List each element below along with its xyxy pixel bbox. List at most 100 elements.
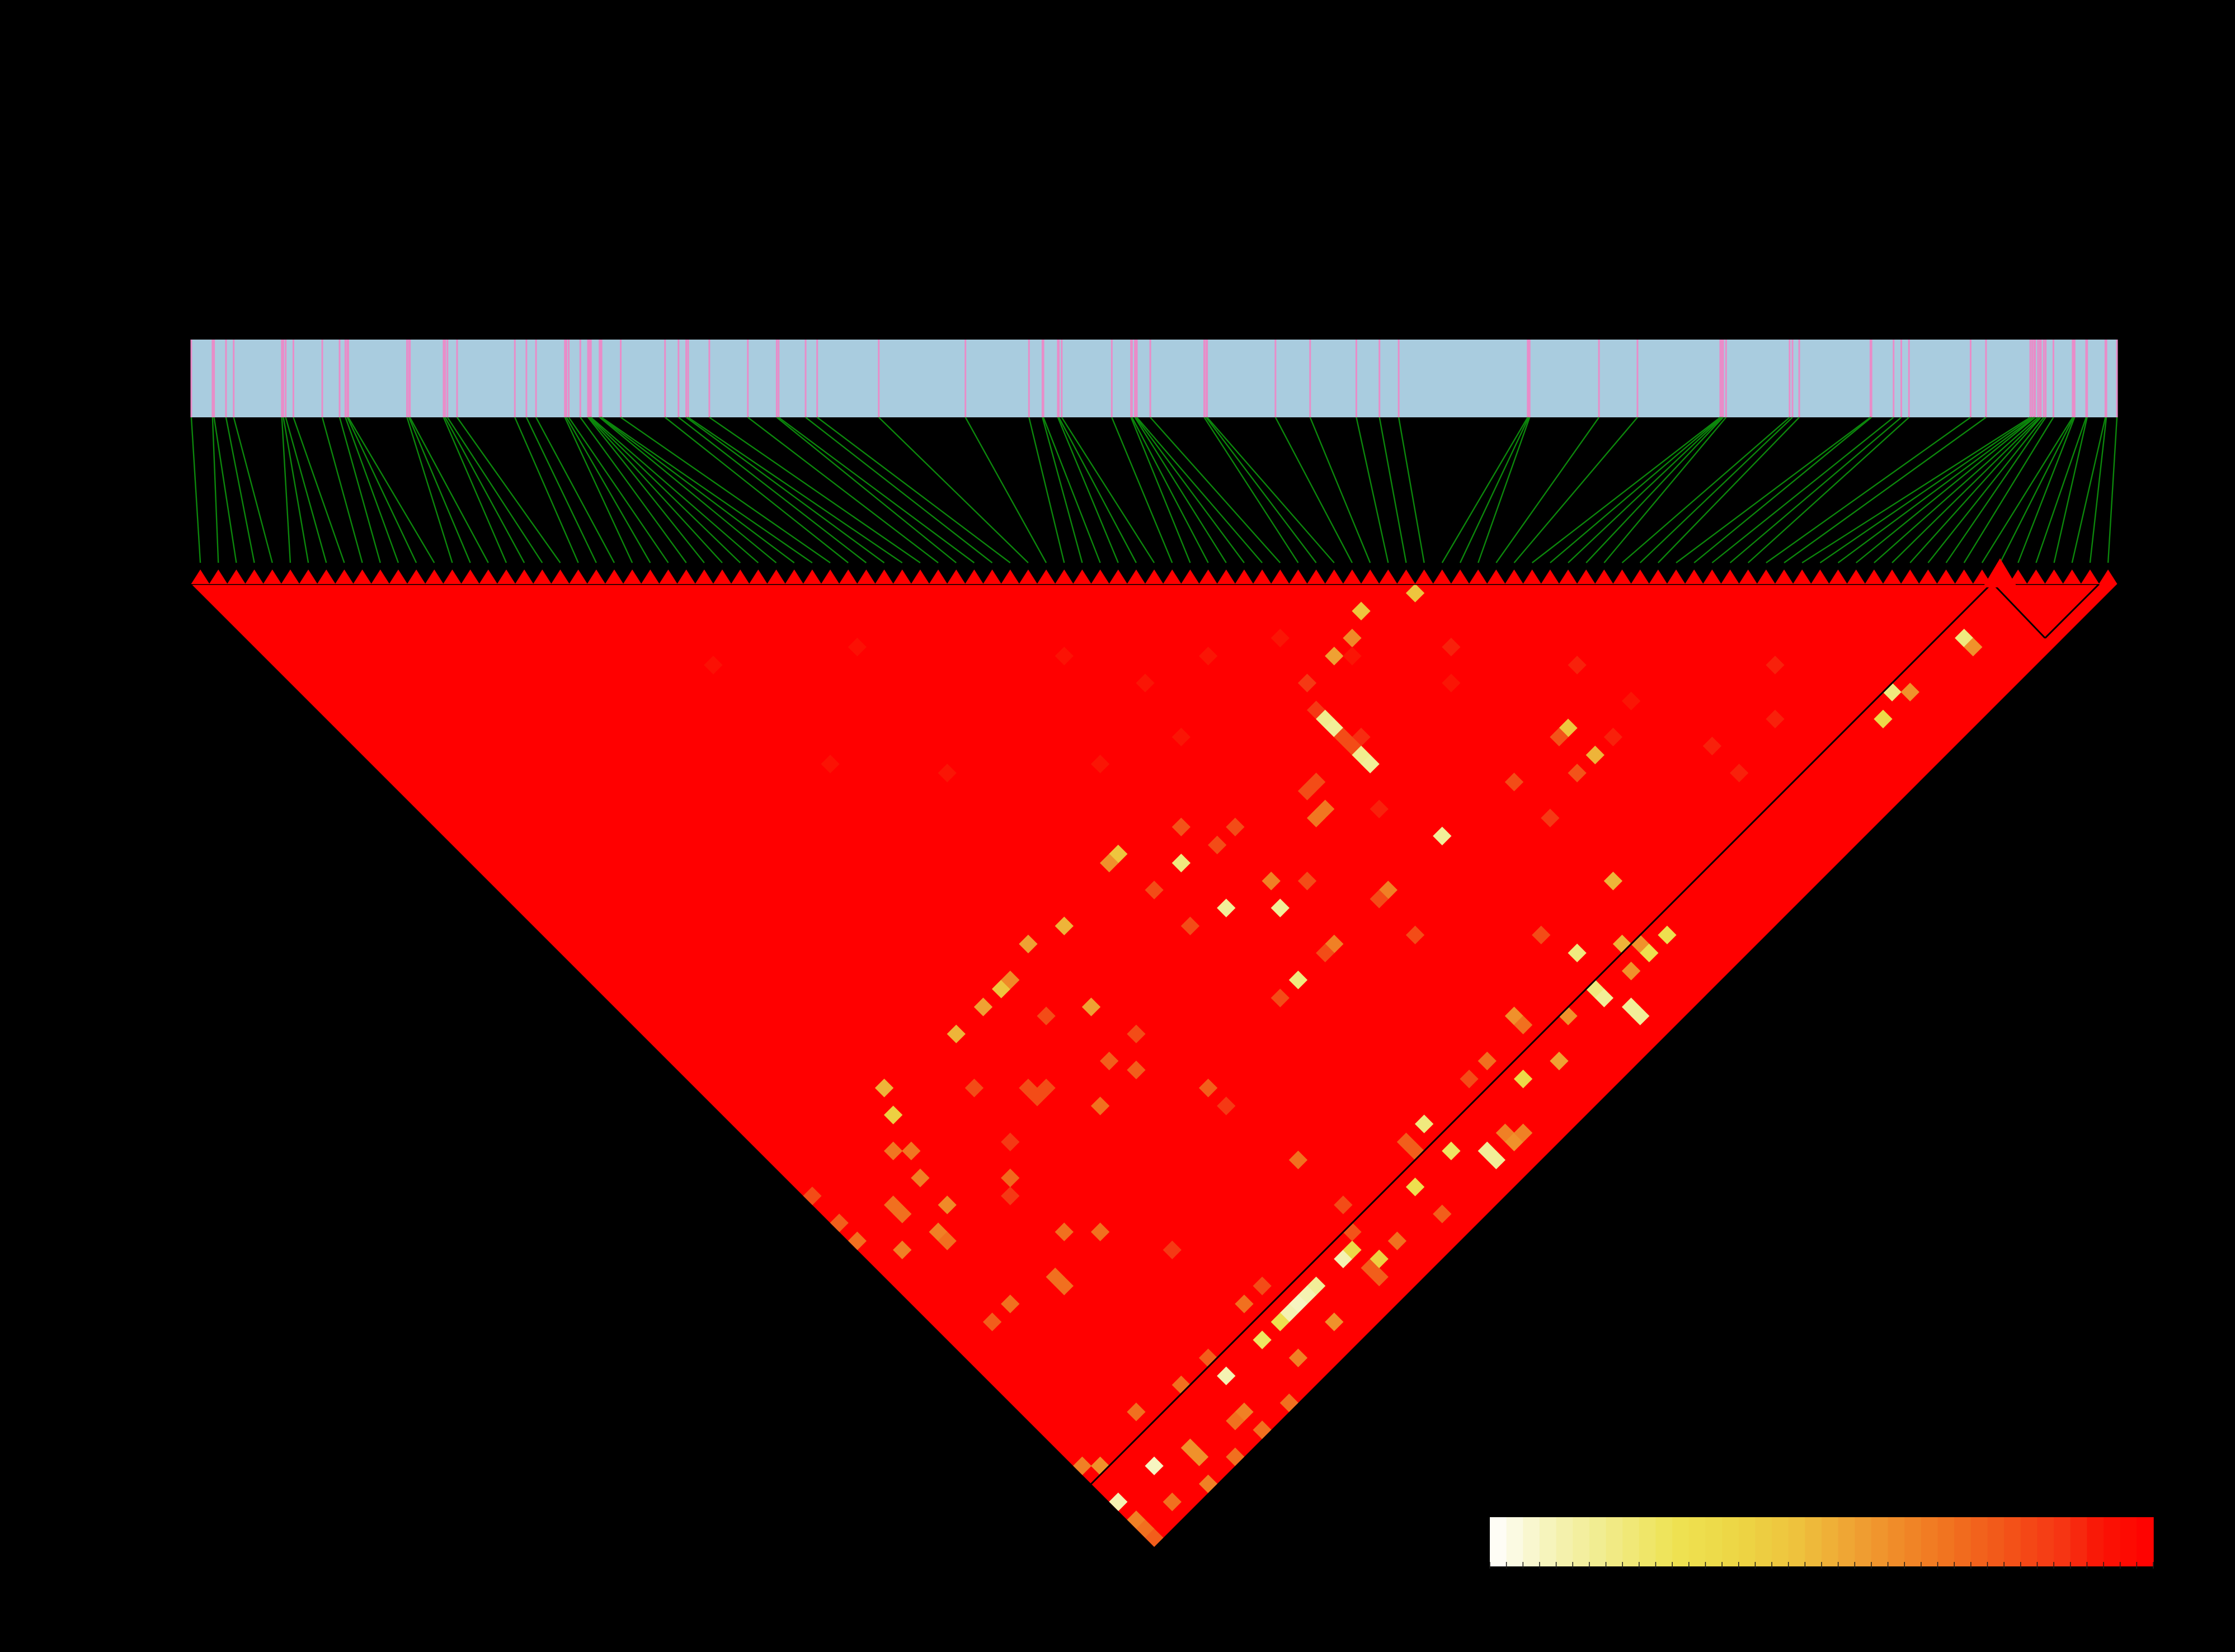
ld-cell	[1297, 782, 1317, 801]
ld-cell	[1316, 943, 1335, 963]
snp-marker	[1865, 570, 1884, 584]
color-key-segment	[1871, 1517, 1889, 1566]
ld-cell	[1729, 764, 1749, 783]
ld-cell	[1361, 755, 1380, 774]
ld-cell	[973, 997, 993, 1016]
snp-marker	[479, 570, 498, 584]
snp-marker	[497, 570, 516, 584]
map-connector-line	[1999, 417, 2074, 563]
map-connector-line	[406, 417, 453, 563]
color-key-segment	[1589, 1517, 1607, 1566]
snp-marker	[1019, 570, 1038, 584]
map-connector-line	[457, 417, 561, 563]
color-key-segment	[1655, 1517, 1673, 1566]
snp-marker	[1072, 570, 1091, 584]
ld-cell	[1585, 745, 1605, 765]
snp-marker	[227, 570, 246, 584]
ld-cell	[1513, 1069, 1533, 1089]
snp-marker	[731, 570, 750, 584]
color-key-segment	[2087, 1517, 2104, 1566]
map-connector-line	[1819, 417, 2033, 563]
ld-cell	[1631, 1006, 1650, 1025]
ld-cell	[1702, 736, 1722, 756]
ld-cell	[1090, 1222, 1110, 1241]
snp-marker	[1378, 570, 1398, 584]
ld-cell	[1513, 1123, 1533, 1142]
map-connector-line	[1150, 417, 1281, 563]
ld-cell	[1405, 584, 1425, 603]
map-connector-line	[1657, 417, 1800, 563]
snp-marker	[1829, 570, 1848, 584]
ld-cell	[1163, 1492, 1182, 1512]
ld-cell	[1226, 1411, 1245, 1430]
snp-marker	[1163, 570, 1182, 584]
ld-cell	[1055, 646, 1074, 666]
ld-cell	[1486, 1150, 1506, 1170]
map-connector-line	[1711, 417, 1894, 563]
snp-marker	[1433, 570, 1452, 584]
map-connector-line	[2017, 417, 2076, 563]
map-connector-line	[589, 417, 741, 563]
map-connector-line	[590, 417, 759, 563]
ld-cell	[1766, 709, 1785, 728]
ld-cell	[1271, 1312, 1290, 1331]
snp-marker	[1145, 570, 1164, 584]
map-connector-line	[1927, 417, 2045, 563]
snp-marker	[1775, 570, 1794, 584]
ld-cell	[1900, 683, 1919, 702]
map-connector-line	[564, 417, 633, 563]
ld-cell	[1325, 646, 1344, 666]
ld-cell	[1603, 727, 1623, 747]
ld-cell	[1090, 755, 1110, 774]
ld-cell	[1504, 773, 1524, 792]
snp-marker	[209, 570, 228, 584]
color-key-segment	[1838, 1517, 1855, 1566]
ld-cell	[1001, 1132, 1020, 1151]
snp-marker	[929, 570, 948, 584]
map-connector-line	[1441, 417, 1528, 563]
map-connector-line	[283, 417, 309, 563]
map-connector-line	[338, 417, 381, 563]
snp-marker	[1109, 570, 1128, 584]
snp-marker	[1001, 570, 1020, 584]
snp-marker	[1631, 570, 1650, 584]
map-connector-line	[1585, 417, 1724, 563]
map-connector-line	[688, 417, 903, 563]
color-key-segment	[2120, 1517, 2138, 1566]
snp-marker	[569, 570, 588, 584]
ld-cell	[1640, 943, 1659, 963]
ld-cell	[1550, 727, 1569, 747]
block-outline-right	[2044, 583, 2100, 639]
ld-cell	[911, 1168, 930, 1188]
map-connector-line	[1131, 417, 1209, 563]
snp-marker	[1937, 570, 1956, 584]
color-key-segment	[1970, 1517, 1988, 1566]
ld-cell	[1532, 925, 1551, 944]
snp-marker	[1055, 570, 1074, 584]
color-key-segment	[1573, 1517, 1590, 1566]
snp-marker	[605, 570, 624, 584]
map-connector-line	[1639, 417, 1793, 563]
map-connector-line	[1945, 417, 2046, 563]
map-connector-line	[346, 417, 417, 563]
ld-cell	[1001, 1168, 1020, 1188]
ld-cells	[704, 584, 1983, 1547]
snp-marker	[785, 570, 804, 584]
ld-cell	[1198, 1079, 1218, 1098]
map-connector-line	[600, 417, 795, 563]
snp-marker	[1810, 570, 1829, 584]
map-connector-line	[321, 417, 363, 563]
snp-marker	[964, 570, 984, 584]
map-connector-line	[1909, 417, 2041, 563]
snp-marker	[1973, 570, 1992, 584]
map-connector-line	[1058, 417, 1137, 563]
map-connector-line	[1676, 417, 1871, 563]
map-connector-line	[747, 417, 939, 563]
genomic-region-bar	[191, 340, 2117, 417]
ld-cell	[1297, 872, 1317, 891]
ld-cell	[1099, 853, 1119, 873]
snp-marker	[1271, 570, 1290, 584]
snp-marker	[1685, 570, 1704, 584]
snp-marker	[1955, 570, 1974, 584]
ld-cell	[1874, 709, 1893, 728]
